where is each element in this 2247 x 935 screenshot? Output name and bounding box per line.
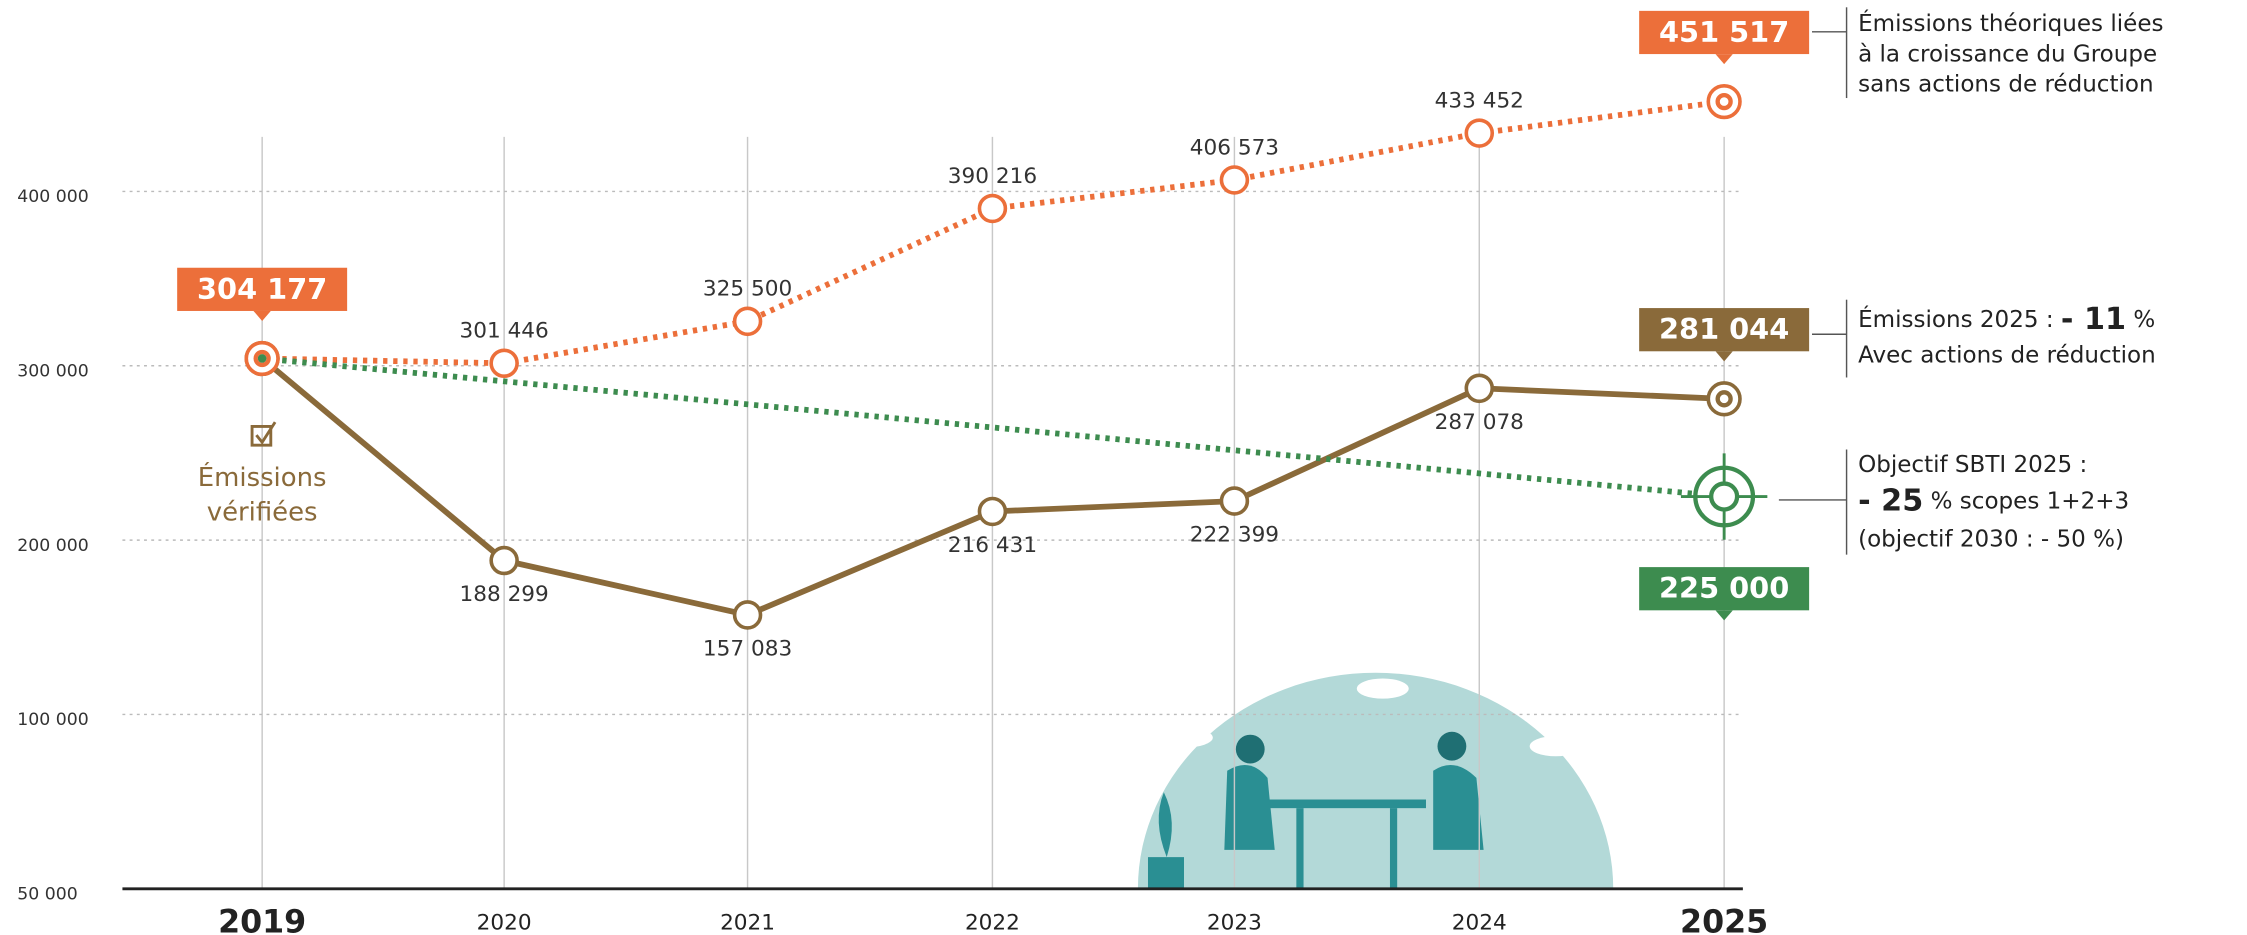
marker	[1708, 86, 1740, 118]
y-tick-label: 400 000	[17, 187, 88, 207]
value-label: 216 431	[948, 533, 1037, 558]
note-part: % scopes 1+2+3	[1923, 488, 2129, 514]
annotation: vérifiées	[207, 497, 318, 527]
value-label-pointer	[1715, 54, 1732, 64]
x-tick-label: 2025	[1680, 904, 1768, 935]
value-label: 222 399	[1190, 523, 1279, 548]
value-label: 188 299	[459, 582, 548, 607]
marker	[735, 602, 761, 628]
x-tick-label: 2023	[1207, 910, 1262, 935]
note-text: (objectif 2030 : - 50 %)	[1858, 527, 2124, 553]
note-part: - 25	[1858, 483, 1923, 518]
value-label: 287 078	[1435, 410, 1524, 435]
illustration	[1138, 673, 1613, 889]
marker	[491, 548, 517, 574]
note-part: Émissions 2025 :	[1858, 304, 2061, 332]
marker	[1221, 488, 1247, 514]
y-tick-label: 200 000	[17, 536, 88, 556]
marker	[979, 196, 1005, 222]
marker	[1711, 484, 1737, 510]
note-text: à la croissance du Groupe	[1858, 41, 2157, 67]
annotation: Émissions	[198, 461, 327, 493]
x-tick-label: 2020	[477, 910, 532, 935]
marker	[1221, 167, 1247, 193]
note-text: Émissions 2025 : - 11 %	[1858, 301, 2155, 336]
note-text: sans actions de réduction	[1858, 72, 2153, 98]
value-label: 281 044	[1659, 312, 1789, 346]
chart: 2019 2020 2021 2022 2023 2024 2025 100 000 200 0…	[0, 0, 2247, 935]
note-text: Avec actions de réduction	[1858, 342, 2156, 368]
y-tick-label: 100 000	[17, 710, 88, 730]
note-text: Objectif SBTI 2025 :	[1858, 452, 2087, 478]
x-tick-label: 2024	[1452, 910, 1507, 935]
value-label: 325 500	[703, 277, 792, 302]
value-label: 390 216	[948, 164, 1037, 189]
value-label: 225 000	[1659, 571, 1789, 605]
marker	[735, 308, 761, 334]
x-tick-label: 2019	[218, 904, 306, 935]
note-part: %	[2126, 306, 2155, 332]
value-label: 433 452	[1435, 88, 1524, 113]
note-text: Émissions théoriques liées	[1858, 9, 2163, 37]
x-tick-label: 2021	[720, 910, 775, 935]
value-label-pointer	[1715, 610, 1732, 620]
note-part: - 11	[2061, 301, 2126, 336]
marker	[1466, 375, 1492, 401]
value-label-pointer	[1715, 351, 1732, 361]
value-label: 451 517	[1659, 15, 1789, 49]
value-label: 157 083	[703, 637, 792, 662]
value-label-pointer	[254, 311, 271, 321]
marker	[1466, 120, 1492, 146]
value-label: 304 177	[197, 272, 327, 306]
x-tick-label: 2022	[965, 910, 1020, 935]
y-axis-bottom-label: 50 000	[17, 885, 77, 905]
marker	[258, 354, 267, 363]
y-tick-label: 300 000	[17, 362, 88, 382]
value-label: 301 446	[459, 319, 548, 344]
note-text: - 25 % scopes 1+2+3	[1858, 483, 2129, 518]
marker	[979, 499, 1005, 525]
marker	[1708, 383, 1740, 415]
value-label: 406 573	[1190, 135, 1279, 160]
marker	[491, 350, 517, 376]
